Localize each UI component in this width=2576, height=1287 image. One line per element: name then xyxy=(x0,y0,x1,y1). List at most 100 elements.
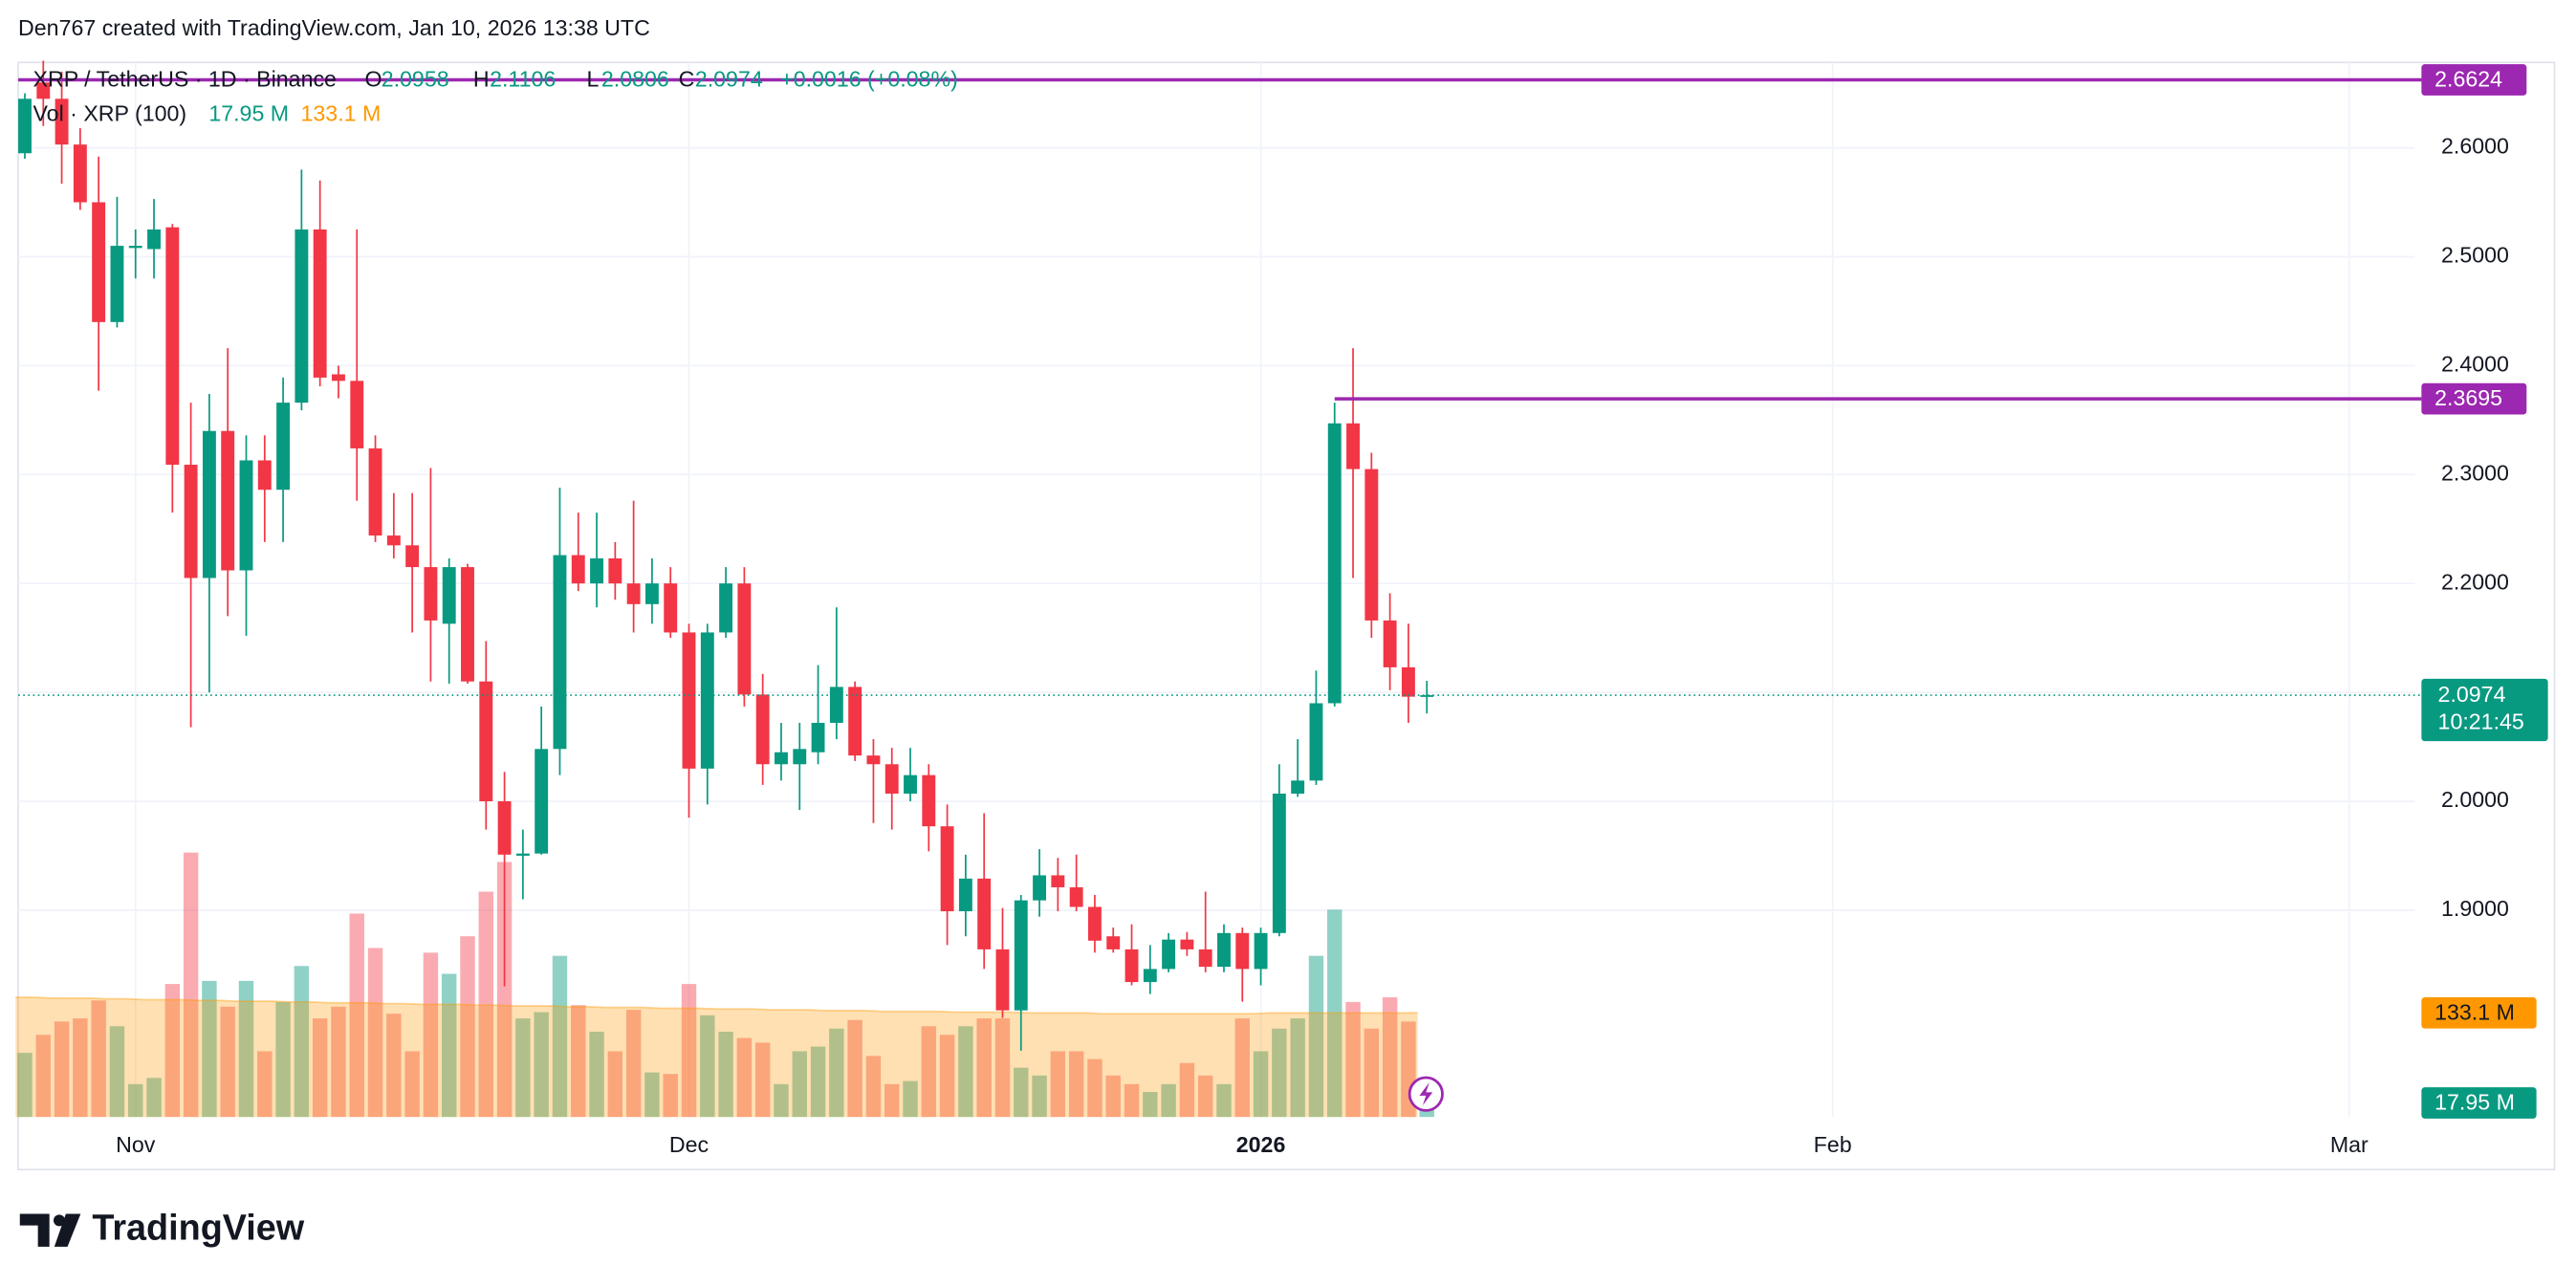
volume-bar xyxy=(257,1051,273,1118)
candle-body xyxy=(424,567,438,621)
volume-bar xyxy=(1105,1075,1121,1118)
volume-bar xyxy=(54,1021,70,1118)
volume-bar xyxy=(571,1005,586,1118)
candle-body xyxy=(221,430,235,571)
volume-bar xyxy=(441,973,457,1118)
volume-ma-value: 133.1 M xyxy=(301,100,382,125)
volume-bar xyxy=(792,1051,807,1118)
volume-bar xyxy=(1290,1018,1305,1118)
ohlc-label: L xyxy=(586,66,599,91)
candle-body xyxy=(147,229,161,250)
volume-bar xyxy=(884,1083,900,1118)
candle-body xyxy=(386,535,401,546)
legend-row-1: XRP / TetherUS · 1D · Binance O 2.0958 H… xyxy=(33,66,957,91)
candle-body xyxy=(977,878,992,949)
volume-bar xyxy=(73,1018,88,1118)
logo-text: TradingView xyxy=(92,1209,304,1249)
candle-body xyxy=(202,430,216,578)
volume-bar xyxy=(774,1083,789,1118)
x-tick-label: Nov xyxy=(116,1132,156,1157)
volume-bar xyxy=(865,1056,882,1118)
volume-bar xyxy=(534,1012,549,1118)
countdown: 10:21:45 xyxy=(2438,709,2524,733)
volume-bar xyxy=(958,1026,973,1118)
candle-body xyxy=(1180,939,1194,949)
candle-body xyxy=(664,583,678,633)
volume-bar xyxy=(220,1006,235,1118)
volume-bar xyxy=(404,1051,420,1118)
volume-bar xyxy=(1382,997,1398,1118)
candle-body xyxy=(36,82,51,99)
y-tick-label: 1.9000 xyxy=(2441,896,2509,921)
candle-body xyxy=(479,681,493,801)
x-tick-label: 2026 xyxy=(1236,1132,1286,1157)
volume-bar xyxy=(1087,1058,1102,1118)
volume-bar xyxy=(1068,1051,1084,1118)
volume-bar xyxy=(238,980,254,1118)
candle-body xyxy=(737,583,752,695)
last-price-bg xyxy=(2421,678,2548,742)
volume-bar xyxy=(1032,1075,1047,1118)
volume-bar xyxy=(589,1032,604,1118)
candle-body xyxy=(904,774,917,795)
candle-body xyxy=(848,687,862,756)
candle-body xyxy=(1014,900,1028,1011)
candle-body xyxy=(793,749,807,765)
candle-body xyxy=(535,749,549,854)
candle-body xyxy=(1069,886,1083,907)
candle-body xyxy=(1235,932,1250,970)
candle-body xyxy=(590,557,603,584)
volume-bar xyxy=(663,1074,678,1118)
volume-bar xyxy=(312,1018,328,1118)
candle-body xyxy=(18,98,32,154)
volume-bar xyxy=(1179,1062,1195,1118)
candle-body xyxy=(571,555,585,584)
y-tick-label: 2.6000 xyxy=(2441,134,2509,159)
legend-row-2: Vol · XRP (100) 17.95 M 133.1 M xyxy=(33,100,381,125)
volume-bar xyxy=(1234,1018,1250,1118)
x-tick-label: Dec xyxy=(669,1132,709,1157)
candle-body xyxy=(995,949,1010,1011)
ohlc-label: O xyxy=(365,66,382,91)
last-price: 2.0974 xyxy=(2438,682,2506,707)
level-label-bg xyxy=(2421,382,2527,415)
volume-bar xyxy=(921,1026,937,1118)
volume-bar xyxy=(736,1037,753,1118)
volume-bar xyxy=(994,1018,1011,1118)
volume-bar xyxy=(35,1035,51,1118)
volume-ma-badge-bg xyxy=(2421,996,2537,1029)
candle-body xyxy=(1033,875,1047,901)
candle-body xyxy=(1087,906,1102,941)
candle-body xyxy=(940,826,954,912)
volume-bar xyxy=(1014,1067,1029,1118)
symbol-title: XRP / TetherUS · 1D · Binance xyxy=(33,66,336,91)
candle-body xyxy=(811,722,825,753)
candle-body xyxy=(1051,875,1065,887)
ohlc-value: 2.0974 xyxy=(695,66,763,91)
candle-body xyxy=(92,202,106,322)
volume-bar xyxy=(17,1053,33,1118)
volume-bar xyxy=(1161,1083,1176,1118)
ohlc-label: H xyxy=(473,66,490,91)
candle-body xyxy=(1420,695,1434,697)
volume-bar xyxy=(275,1001,291,1118)
volume-bar xyxy=(349,913,364,1118)
candle-body xyxy=(682,632,696,769)
volume-bar xyxy=(164,984,181,1118)
volume-bar xyxy=(1345,1001,1361,1118)
volume-bar xyxy=(423,952,439,1118)
level-label: 2.6624 xyxy=(2434,66,2502,91)
volume-bar xyxy=(829,1028,844,1118)
volume-bar xyxy=(681,984,697,1118)
candle-body xyxy=(128,246,142,249)
candle-body xyxy=(1198,949,1212,968)
y-tick-label: 2.2000 xyxy=(2441,569,2509,594)
ohlc-value: 2.1106 xyxy=(490,66,556,91)
volume-badge-bg xyxy=(2421,1087,2537,1119)
candle-body xyxy=(350,381,364,448)
volume-pane xyxy=(15,852,1434,1118)
volume-bar xyxy=(552,955,568,1118)
volume-ma-badge: 133.1 M xyxy=(2434,999,2515,1024)
